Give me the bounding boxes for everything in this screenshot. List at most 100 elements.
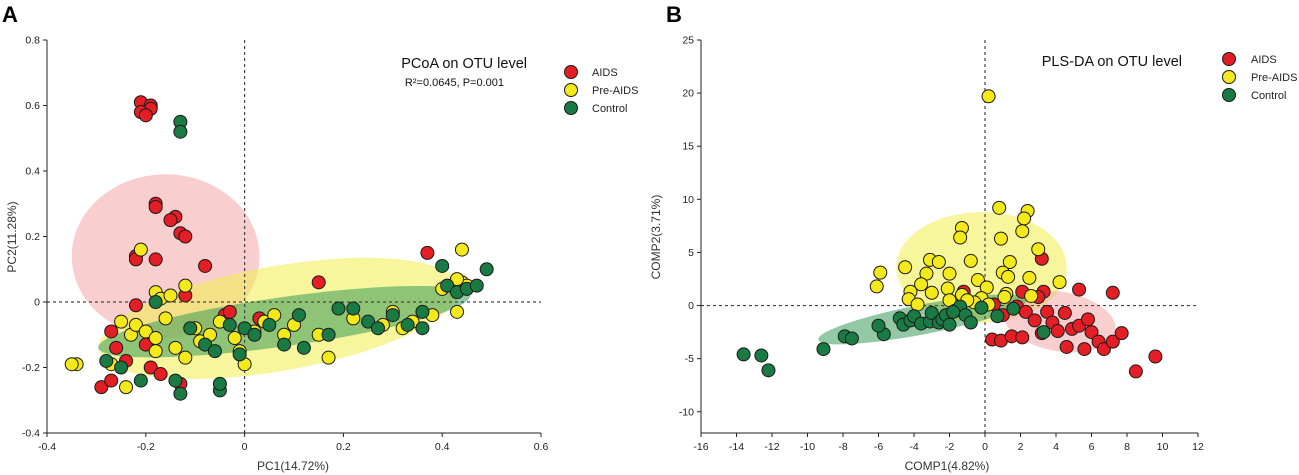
point-pre-aids xyxy=(148,344,163,359)
x-tick-label: 8 xyxy=(1124,441,1130,453)
point-pre-aids xyxy=(953,230,968,245)
legend-label-pre-aids: Pre-AIDS xyxy=(592,85,638,97)
point-aids xyxy=(94,380,109,395)
axes: -0.4 -0.2 0 0.2 0.4 0.6 -0.4 -0.2 0 0.2 0.4 0.6 0.8 xyxy=(22,35,549,454)
point-control xyxy=(291,308,306,323)
x-tick-label: -0.2 xyxy=(137,441,155,453)
point-pre-aids xyxy=(970,273,985,288)
point-control xyxy=(942,317,957,332)
legend-marker-aids xyxy=(1222,52,1236,66)
point-pre-aids xyxy=(119,380,134,395)
point-pre-aids xyxy=(454,242,469,257)
x-axis-label: PC1(14.72%) xyxy=(257,459,329,473)
x-tick-label: -6 xyxy=(874,441,883,453)
point-control xyxy=(479,262,494,277)
x-tick-label: -2 xyxy=(945,441,954,453)
y-tick-label: 0 xyxy=(34,297,40,309)
reference-lines xyxy=(47,40,541,433)
y-axis-label: COMP2(3.71%) xyxy=(649,195,663,280)
legend-label-aids: AIDS xyxy=(1251,54,1277,66)
x-tick-label: -10 xyxy=(800,441,815,453)
legend-label-pre-aids: Pre-AIDS xyxy=(1251,72,1297,84)
x-tick-label: 0.2 xyxy=(336,441,351,453)
point-aids xyxy=(163,213,178,228)
point-control xyxy=(370,321,385,336)
point-control xyxy=(296,340,311,355)
point-pre-aids xyxy=(138,324,153,339)
point-control xyxy=(440,278,455,293)
x-tick-label: -0.4 xyxy=(38,441,56,453)
point-control xyxy=(212,376,227,391)
point-pre-aids xyxy=(873,265,888,280)
point-aids xyxy=(1050,324,1065,339)
y-tick-label: 20 xyxy=(682,88,694,100)
y-tick-label: 0.8 xyxy=(25,35,40,47)
ellipses xyxy=(71,174,471,379)
point-aids xyxy=(1105,285,1120,300)
point-aids xyxy=(109,340,124,355)
point-control xyxy=(816,342,831,357)
point-control xyxy=(415,304,430,319)
point-aids xyxy=(153,367,168,382)
y-tick-label: 0.6 xyxy=(25,100,40,112)
legend-marker-pre-aids xyxy=(1222,70,1236,84)
x-tick-label: -12 xyxy=(764,441,779,453)
point-aids xyxy=(1077,342,1092,357)
x-tick-label: 2 xyxy=(1018,441,1024,453)
point-pre-aids xyxy=(148,331,163,346)
point-pre-aids xyxy=(1001,269,1016,284)
x-tick-label: -8 xyxy=(838,441,847,453)
point-pre-aids xyxy=(1052,275,1067,290)
point-pre-aids xyxy=(931,254,946,269)
legend-marker-pre-aids xyxy=(564,83,578,97)
y-tick-label: -0.2 xyxy=(22,362,40,374)
point-control xyxy=(469,278,484,293)
x-tick-label: 12 xyxy=(1192,441,1204,453)
point-control xyxy=(736,347,751,362)
legend-marker-control xyxy=(564,101,578,115)
point-control xyxy=(114,360,129,375)
point-control xyxy=(99,353,114,368)
x-tick-label: -16 xyxy=(693,441,708,453)
legend-label-aids: AIDS xyxy=(592,67,618,79)
point-control xyxy=(754,348,769,363)
x-tick-label: -4 xyxy=(909,441,918,453)
panel-b: B -16 -14 -12 -10 -8 -6 -4 -2 0 2 4 6 8 10 12 -10 -5 0 5 10… xyxy=(649,2,1297,473)
y-tick-label: 5 xyxy=(688,247,694,259)
point-pre-aids xyxy=(992,200,1007,215)
point-pre-aids xyxy=(1002,254,1017,269)
point-pre-aids xyxy=(1024,288,1039,303)
y-tick-label: 0.4 xyxy=(25,166,40,178)
data-points xyxy=(736,89,1163,379)
point-aids xyxy=(1072,282,1087,297)
point-aids xyxy=(222,304,237,319)
point-control xyxy=(198,337,213,352)
point-pre-aids xyxy=(993,231,1008,246)
point-pre-aids xyxy=(1015,224,1030,239)
point-control xyxy=(321,327,336,342)
point-pre-aids xyxy=(168,340,183,355)
point-control xyxy=(990,309,1005,324)
point-aids xyxy=(128,298,143,313)
point-pre-aids xyxy=(910,297,925,312)
y-tick-label: -0.4 xyxy=(22,428,40,440)
x-tick-label: 0 xyxy=(242,441,248,453)
point-control xyxy=(871,318,886,333)
axes: -16 -14 -12 -10 -8 -6 -4 -2 0 2 4 6 8 10 12 -10 -5 0 5 10 15… xyxy=(679,35,1204,454)
point-pre-aids xyxy=(128,317,143,332)
point-pre-aids xyxy=(997,290,1012,305)
point-control xyxy=(173,386,188,401)
point-control xyxy=(385,308,400,323)
legend-marker-aids xyxy=(564,65,578,79)
point-aids xyxy=(178,229,193,244)
plot-title: PCoA on OTU level xyxy=(401,56,527,72)
point-control xyxy=(400,317,415,332)
point-pre-aids xyxy=(64,357,79,372)
point-control xyxy=(222,317,237,332)
point-control xyxy=(168,373,183,388)
point-pre-aids xyxy=(178,350,193,365)
point-control xyxy=(963,315,978,330)
point-aids xyxy=(143,360,158,375)
y-tick-label: -10 xyxy=(679,406,694,418)
